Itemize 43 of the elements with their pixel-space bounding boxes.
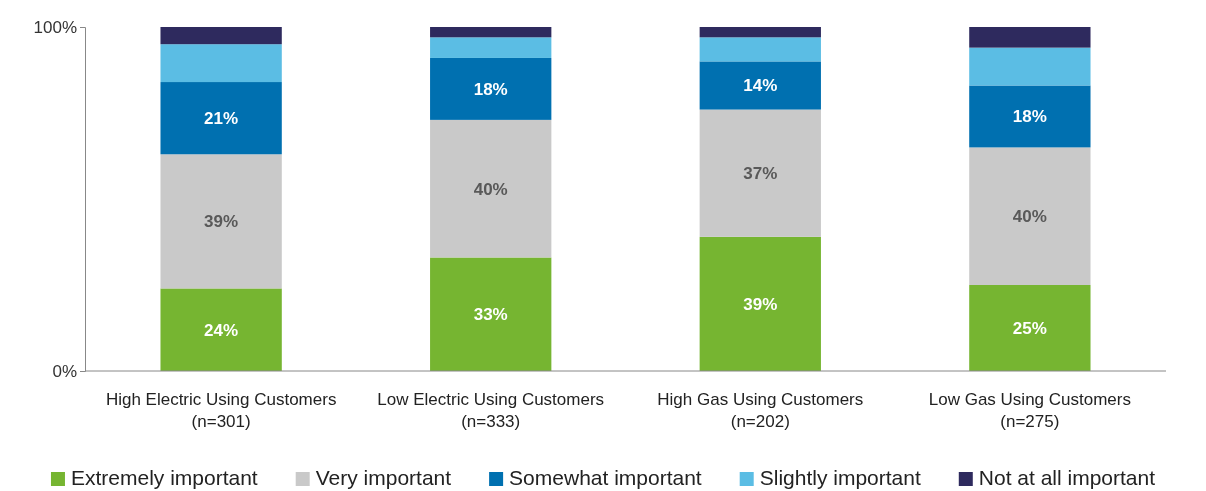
- x-tick-label: Low Gas Using Customers (n=275): [928, 390, 1131, 431]
- y-tick-label: 0%: [52, 361, 77, 381]
- bar: [969, 285, 1091, 371]
- bar: [699, 236, 821, 371]
- data-label: 37%: [743, 164, 778, 184]
- data-label: 21%: [204, 109, 239, 129]
- bar: [160, 82, 282, 155]
- legend-label: Somewhat important: [509, 466, 702, 489]
- bar: [969, 47, 1091, 86]
- data-label: 33%: [473, 305, 508, 325]
- legend-label: Extremely important: [70, 466, 258, 489]
- bar: [160, 154, 282, 289]
- data-label: 40%: [473, 179, 508, 199]
- bar: [969, 85, 1091, 148]
- x-tick-label: High Electric Using Customers (n=301): [105, 390, 337, 431]
- legend-label: Very important: [315, 466, 452, 489]
- bar: [160, 27, 282, 45]
- x-tick-label: Low Electric Using Customers (n=333): [377, 390, 605, 431]
- bar: [969, 27, 1091, 48]
- bar: [699, 61, 821, 110]
- x-tick-label: High Gas Using Customers (n=202): [657, 390, 864, 431]
- y-tick-label: 100%: [33, 17, 77, 37]
- legend-label: Not at all important: [978, 466, 1156, 489]
- bar: [160, 44, 282, 83]
- data-label: 14%: [743, 76, 778, 96]
- data-label: 24%: [204, 320, 239, 340]
- bar: [430, 119, 552, 258]
- bar: [430, 27, 552, 38]
- legend-label: Slightly important: [759, 466, 921, 489]
- data-label: 40%: [1012, 207, 1047, 227]
- data-label: 39%: [743, 294, 778, 314]
- bar: [160, 288, 282, 371]
- bar: [699, 37, 821, 62]
- data-label: 25%: [1012, 319, 1047, 338]
- bar: [430, 257, 552, 371]
- data-label: 39%: [204, 212, 239, 232]
- data-label: 18%: [473, 79, 508, 99]
- bar: [699, 27, 821, 38]
- bar: [699, 109, 821, 237]
- data-label: 18%: [1012, 107, 1047, 127]
- bar: [430, 57, 552, 120]
- bar: [969, 147, 1091, 285]
- bar: [430, 37, 552, 58]
